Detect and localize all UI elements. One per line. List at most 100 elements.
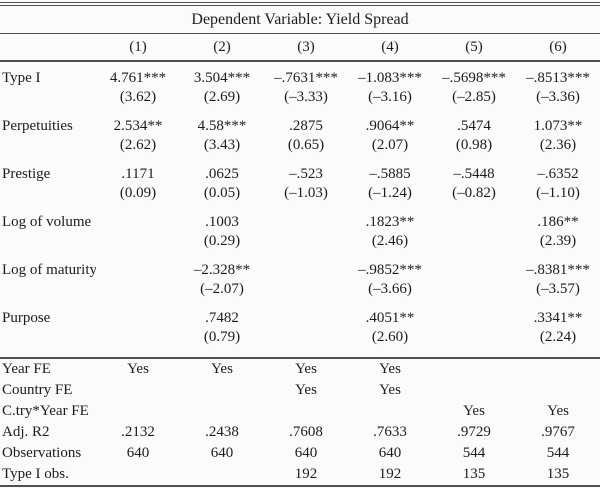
row-label: Type I xyxy=(2,70,41,86)
coef-cell: .9064** xyxy=(365,118,415,134)
value-cell xyxy=(180,401,264,422)
tstat-cell xyxy=(264,280,348,309)
tstat-cell: (–3.66) xyxy=(368,281,412,297)
value-cell xyxy=(180,380,264,401)
value-cell: Yes xyxy=(295,382,317,398)
tstat-cell: (2.07) xyxy=(371,137,409,153)
tstat-cell: (–2.07) xyxy=(200,281,244,297)
tstat-row-perpetuities: (2.62) (3.43) (0.65) (2.07) (0.98) (2.36… xyxy=(0,136,600,165)
coef-cell: .0625 xyxy=(205,166,239,182)
coef-cell: .2875 xyxy=(289,118,323,134)
tstat-row-type-i: (3.62) (2.69) (–3.33) (–3.16) (–2.85) (–… xyxy=(0,88,600,117)
row-label: C.try*Year FE xyxy=(2,403,89,419)
row-label: Country FE xyxy=(2,382,73,398)
value-cell xyxy=(264,401,348,422)
row-label: Log of maturity xyxy=(2,262,96,278)
tstat-cell xyxy=(432,328,516,358)
coef-cell: –2.328** xyxy=(193,262,251,278)
coef-cell xyxy=(264,213,348,232)
coef-cell: 4.58*** xyxy=(197,118,247,134)
table-title: Dependent Variable: Yield Spread xyxy=(0,4,600,34)
tstat-cell: (0.98) xyxy=(455,137,493,153)
coef-row-perpetuities: Perpetuities 2.534** 4.58*** .2875 .9064… xyxy=(0,117,600,136)
coef-cell: .1171 xyxy=(121,166,155,182)
coef-cell: –.523 xyxy=(289,166,323,182)
value-cell xyxy=(432,357,516,380)
row-label: Year FE xyxy=(0,357,96,380)
stat-row-observations: Observations 640 640 640 640 544 544 xyxy=(0,443,600,464)
value-cell: Yes xyxy=(379,382,401,398)
coef-cell: .4051** xyxy=(365,310,415,326)
coef-cell: –.6352 xyxy=(537,166,579,182)
row-label-spacer xyxy=(0,280,96,309)
row-label: Perpetuities xyxy=(2,118,73,134)
value-cell xyxy=(516,357,600,380)
tstat-cell: (2.24) xyxy=(539,329,577,345)
coef-cell: –1.083*** xyxy=(358,70,422,86)
tstat-cell: (–1.10) xyxy=(536,185,580,201)
value-cell: Yes xyxy=(96,357,180,380)
value-cell: Yes xyxy=(180,357,264,380)
column-header-empty xyxy=(0,33,96,62)
coef-cell xyxy=(432,309,516,328)
tstat-row-prestige: (0.09) (0.05) (–1.03) (–1.24) (–0.82) (–… xyxy=(0,184,600,213)
tstat-cell: (2.62) xyxy=(119,137,157,153)
value-cell: Yes xyxy=(264,357,348,380)
table-title-row: Dependent Variable: Yield Spread xyxy=(0,4,600,34)
tstat-cell xyxy=(96,328,180,358)
fe-row-country: Country FE Yes Yes xyxy=(0,380,600,401)
tstat-cell xyxy=(432,232,516,261)
tstat-cell: (–0.82) xyxy=(452,185,496,201)
tstat-row-log-of-volume: (0.29) (2.46) (2.39) xyxy=(0,232,600,261)
value-cell xyxy=(180,464,264,486)
value-cell: .2132 xyxy=(121,424,155,440)
tstat-cell: (–2.85) xyxy=(452,89,496,105)
row-label-spacer xyxy=(0,232,96,261)
tstat-cell: (–3.36) xyxy=(536,89,580,105)
value-cell: 135 xyxy=(462,466,486,482)
fe-row-country-year: C.try*Year FE Yes Yes xyxy=(0,401,600,422)
coef-cell xyxy=(96,213,180,232)
coef-cell: 1.073** xyxy=(533,118,583,134)
coef-cell: –.7631*** xyxy=(274,70,338,86)
coef-row-log-of-maturity: Log of maturity –2.328** –.9852*** –.838… xyxy=(0,261,600,280)
coef-cell: .1003 xyxy=(205,214,239,230)
value-cell: 192 xyxy=(378,466,402,482)
coef-cell xyxy=(432,213,516,232)
tstat-cell: (–1.24) xyxy=(368,185,412,201)
tstat-row-log-of-maturity: (–2.07) (–3.66) (–3.57) xyxy=(0,280,600,309)
coef-cell: 4.761*** xyxy=(109,70,167,86)
column-header-3: (3) xyxy=(264,33,348,62)
tstat-cell: (0.05) xyxy=(203,185,241,201)
row-label-spacer xyxy=(0,328,96,358)
value-cell: 640 xyxy=(210,445,234,461)
tstat-cell: (–3.16) xyxy=(368,89,412,105)
tstat-cell xyxy=(264,232,348,261)
value-cell: .9729 xyxy=(457,424,491,440)
coef-cell: –.5698*** xyxy=(442,70,506,86)
tstat-cell xyxy=(96,280,180,309)
tstat-cell: (0.09) xyxy=(119,185,157,201)
tstat-cell: (2.69) xyxy=(203,89,241,105)
coef-cell xyxy=(264,309,348,328)
tstat-cell: (–3.33) xyxy=(284,89,328,105)
coef-row-type-i: Type I 4.761*** 3.504*** –.7631*** –1.08… xyxy=(0,61,600,88)
coef-row-prestige: Prestige .1171 .0625 –.523 –.5885 –.5448… xyxy=(0,165,600,184)
coef-cell xyxy=(96,309,180,328)
coef-cell: 2.534** xyxy=(113,118,163,134)
tstat-cell xyxy=(264,328,348,358)
row-label: Log of volume xyxy=(2,214,92,230)
coef-cell: –.8381*** xyxy=(526,262,590,278)
value-cell: .7633 xyxy=(373,424,407,440)
coef-cell xyxy=(432,261,516,280)
tstat-cell: (2.46) xyxy=(371,233,409,249)
tstat-cell: (0.79) xyxy=(203,329,241,345)
coef-row-log-of-volume: Log of volume .1003 .1823** .186** xyxy=(0,213,600,232)
tstat-cell: (0.65) xyxy=(287,137,325,153)
coef-cell: –.5885 xyxy=(369,166,411,182)
coef-cell: –.5448 xyxy=(453,166,495,182)
fe-row-year: Year FE Yes Yes Yes Yes xyxy=(0,357,600,380)
row-label: Prestige xyxy=(2,166,51,182)
value-cell: 640 xyxy=(126,445,150,461)
